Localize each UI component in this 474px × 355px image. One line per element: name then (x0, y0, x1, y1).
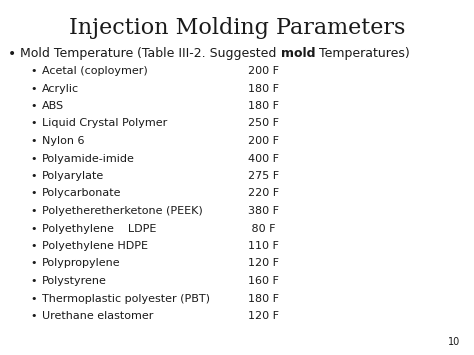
Text: •: • (30, 119, 36, 129)
Text: •: • (30, 83, 36, 93)
Text: Polycarbonate: Polycarbonate (42, 189, 121, 198)
Text: Urethane elastomer: Urethane elastomer (42, 311, 154, 321)
Text: 180 F: 180 F (248, 83, 279, 93)
Text: •: • (30, 276, 36, 286)
Text: 200 F: 200 F (248, 66, 279, 76)
Text: Mold Temperature: Mold Temperature (20, 47, 133, 60)
Text: Polyethylene HDPE: Polyethylene HDPE (42, 241, 148, 251)
Text: Polystyrene: Polystyrene (42, 276, 107, 286)
Text: 200 F: 200 F (248, 136, 279, 146)
Text: Polyarylate: Polyarylate (42, 171, 104, 181)
Text: Thermoplastic polyester (PBT): Thermoplastic polyester (PBT) (42, 294, 210, 304)
Text: Acrylic: Acrylic (42, 83, 79, 93)
Text: Temperatures): Temperatures) (315, 47, 410, 60)
Text: •: • (30, 311, 36, 321)
Text: •: • (30, 294, 36, 304)
Text: Polyetheretherketone (PEEK): Polyetheretherketone (PEEK) (42, 206, 203, 216)
Text: •: • (30, 206, 36, 216)
Text: 250 F: 250 F (248, 119, 279, 129)
Text: Injection Molding Parameters: Injection Molding Parameters (69, 17, 405, 39)
Text: 120 F: 120 F (248, 311, 279, 321)
Text: •: • (30, 241, 36, 251)
Text: Liquid Crystal Polymer: Liquid Crystal Polymer (42, 119, 167, 129)
Text: •: • (30, 66, 36, 76)
Text: 220 F: 220 F (248, 189, 279, 198)
Text: (Table III-2. Suggested: (Table III-2. Suggested (133, 47, 281, 60)
Text: 80 F: 80 F (248, 224, 275, 234)
Text: 180 F: 180 F (248, 101, 279, 111)
Text: 120 F: 120 F (248, 258, 279, 268)
Text: 160 F: 160 F (248, 276, 279, 286)
Text: Polyethylene    LDPE: Polyethylene LDPE (42, 224, 156, 234)
Text: •: • (30, 136, 36, 146)
Text: •: • (30, 189, 36, 198)
Text: •: • (8, 47, 16, 61)
Text: Nylon 6: Nylon 6 (42, 136, 84, 146)
Text: •: • (30, 258, 36, 268)
Text: Acetal (coploymer): Acetal (coploymer) (42, 66, 148, 76)
Text: 400 F: 400 F (248, 153, 279, 164)
Text: 180 F: 180 F (248, 294, 279, 304)
Text: 110 F: 110 F (248, 241, 279, 251)
Text: •: • (30, 224, 36, 234)
Text: •: • (30, 153, 36, 164)
Text: mold: mold (281, 47, 315, 60)
Text: Polypropylene: Polypropylene (42, 258, 120, 268)
Text: •: • (30, 171, 36, 181)
Text: •: • (30, 101, 36, 111)
Text: ABS: ABS (42, 101, 64, 111)
Text: 380 F: 380 F (248, 206, 279, 216)
Text: 10: 10 (448, 337, 460, 347)
Text: 275 F: 275 F (248, 171, 279, 181)
Text: Polyamide-imide: Polyamide-imide (42, 153, 135, 164)
